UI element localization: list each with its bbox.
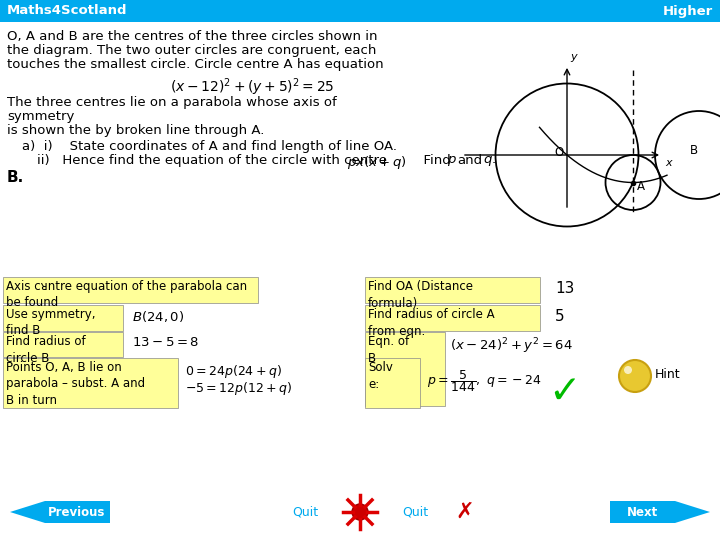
Text: 13: 13: [555, 281, 575, 296]
Text: $y$: $y$: [570, 52, 579, 64]
Text: Solv
e:: Solv e:: [368, 361, 393, 390]
Circle shape: [352, 504, 368, 520]
Polygon shape: [10, 501, 45, 523]
FancyBboxPatch shape: [3, 358, 178, 408]
FancyBboxPatch shape: [365, 332, 445, 406]
Text: Higher: Higher: [662, 4, 713, 17]
Text: ✓: ✓: [548, 373, 580, 411]
FancyBboxPatch shape: [3, 277, 258, 303]
Text: Find radius of
circle B: Find radius of circle B: [6, 335, 86, 365]
Text: Find radius of circle A
from eqn.: Find radius of circle A from eqn.: [368, 308, 495, 338]
Text: ii)   Hence find the equation of the circle with centre: ii) Hence find the equation of the circl…: [37, 154, 387, 167]
Text: $p$: $p$: [447, 154, 457, 168]
Text: Find: Find: [415, 154, 451, 167]
FancyBboxPatch shape: [3, 332, 123, 357]
Circle shape: [624, 366, 632, 374]
Text: Quit: Quit: [292, 505, 318, 518]
Text: Hint: Hint: [655, 368, 680, 381]
Text: ✗: ✗: [456, 502, 474, 522]
FancyBboxPatch shape: [610, 501, 675, 523]
Text: $0=24p(24+q)$: $0=24p(24+q)$: [185, 363, 282, 380]
Text: $B(24, 0)$: $B(24, 0)$: [132, 309, 184, 324]
FancyBboxPatch shape: [45, 501, 110, 523]
Text: Quit: Quit: [402, 505, 428, 518]
Text: O, A and B are the centres of the three circles shown in: O, A and B are the centres of the three …: [7, 30, 377, 43]
Text: and: and: [457, 154, 482, 167]
FancyBboxPatch shape: [3, 305, 123, 331]
Text: $(x-24)^2+y^2=64$: $(x-24)^2+y^2=64$: [450, 336, 573, 356]
FancyBboxPatch shape: [365, 358, 420, 408]
Text: O: O: [554, 145, 564, 159]
Text: Previous: Previous: [48, 505, 106, 518]
Text: Maths4Scotland: Maths4Scotland: [7, 4, 127, 17]
FancyBboxPatch shape: [365, 305, 540, 331]
Text: Use symmetry,
find B: Use symmetry, find B: [6, 308, 96, 338]
Text: Eqn. of
B: Eqn. of B: [368, 335, 409, 365]
Text: $q.$: $q.$: [483, 154, 496, 168]
Text: B: B: [690, 145, 698, 158]
Text: 5: 5: [555, 309, 564, 324]
Text: $x$: $x$: [665, 158, 674, 168]
Text: Find OA (Distance
formula): Find OA (Distance formula): [368, 280, 473, 309]
Polygon shape: [675, 501, 710, 523]
Text: the diagram. The two outer circles are congruent, each: the diagram. The two outer circles are c…: [7, 44, 377, 57]
Text: The three centres lie on a parabola whose axis of: The three centres lie on a parabola whos…: [7, 96, 337, 109]
Text: A: A: [637, 180, 645, 193]
Text: Axis cᴚntre equation of the parabola can
be found: Axis cᴚntre equation of the parabola can…: [6, 280, 247, 309]
Text: B.: B.: [7, 170, 24, 185]
Text: is shown the by broken line through A.: is shown the by broken line through A.: [7, 124, 264, 137]
Text: a)  i)    State coordinates of A and find length of line OA.: a) i) State coordinates of A and find le…: [22, 140, 397, 153]
Text: Next: Next: [626, 505, 657, 518]
FancyBboxPatch shape: [0, 0, 720, 22]
Text: $13-5=8$: $13-5=8$: [132, 336, 199, 349]
Text: symmetry: symmetry: [7, 110, 74, 123]
Circle shape: [619, 360, 651, 392]
Text: $-5=12p(12+q)$: $-5=12p(12+q)$: [185, 380, 292, 397]
Text: $(x-12)^2+(y+5)^2=25$: $(x-12)^2+(y+5)^2=25$: [170, 76, 335, 98]
Text: $px(x+q)$: $px(x+q)$: [347, 154, 407, 171]
Text: $p=\dfrac{5}{144},\ q=-24$: $p=\dfrac{5}{144},\ q=-24$: [427, 368, 542, 394]
Text: Points O, A, B lie on
parabola – subst. A and
B in turn: Points O, A, B lie on parabola – subst. …: [6, 361, 145, 407]
FancyBboxPatch shape: [0, 493, 720, 533]
Text: touches the smallest circle. Circle centre A has equation: touches the smallest circle. Circle cent…: [7, 58, 384, 71]
FancyBboxPatch shape: [365, 277, 540, 303]
